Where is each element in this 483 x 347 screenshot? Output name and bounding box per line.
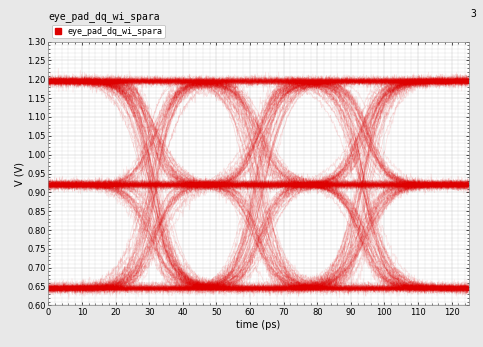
Text: eye_pad_dq_wi_spara: eye_pad_dq_wi_spara xyxy=(48,11,160,22)
Y-axis label: V (V): V (V) xyxy=(14,161,24,186)
Text: 3: 3 xyxy=(470,9,476,19)
Legend: eye_pad_dq_wi_spara: eye_pad_dq_wi_spara xyxy=(53,25,165,38)
X-axis label: time (ps): time (ps) xyxy=(236,320,281,330)
